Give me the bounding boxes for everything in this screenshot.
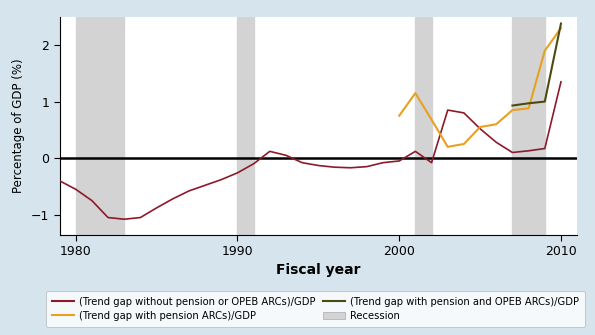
Legend: (Trend gap without pension or OPEB ARCs)/GDP, (Trend gap with pension ARCs)/GDP,: (Trend gap without pension or OPEB ARCs)…: [46, 291, 585, 327]
Bar: [415, 17, 431, 234]
X-axis label: Fiscal year: Fiscal year: [276, 263, 361, 277]
Bar: [512, 17, 545, 234]
Bar: [237, 17, 253, 234]
Y-axis label: Percentage of GDP (%): Percentage of GDP (%): [12, 58, 25, 193]
Bar: [76, 17, 124, 234]
